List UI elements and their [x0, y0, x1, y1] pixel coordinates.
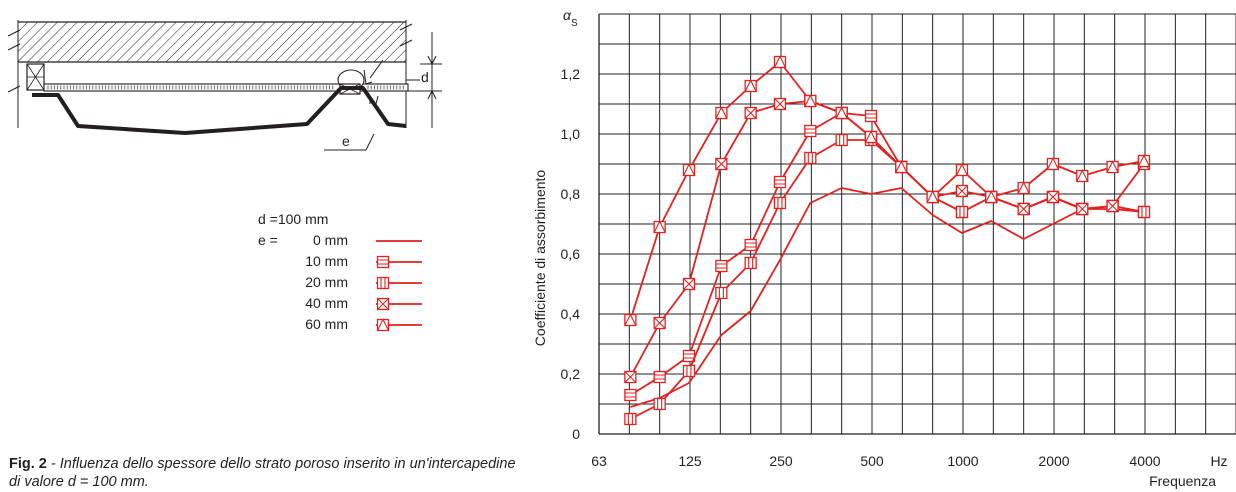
data-point-marker — [653, 397, 666, 411]
y-tick-label: 0 — [572, 426, 580, 442]
series-line — [630, 187, 1145, 408]
legend-e: e = — [258, 232, 278, 248]
data-point-marker — [1106, 160, 1119, 174]
y-tick-labels: 0 0,2 0,4 0,6 0,8 1,0 1,2 — [561, 66, 581, 442]
data-point-marker — [376, 297, 390, 311]
data-point-marker — [1106, 199, 1119, 213]
series-0-mm — [630, 187, 1145, 408]
data-point-marker — [715, 259, 728, 273]
data-point-marker — [1046, 157, 1060, 171]
data-point-marker — [773, 196, 787, 210]
chart: 0 0,2 0,4 0,6 0,8 1,0 1,2 63 125 250 500 1000 2000 4… — [532, 7, 1236, 489]
data-point-marker — [1076, 169, 1089, 183]
x-tick-label: 125 — [678, 453, 702, 469]
data-point-marker — [955, 184, 969, 198]
data-point-marker — [682, 277, 696, 291]
data-point-marker — [744, 79, 757, 93]
data-point-marker — [624, 412, 637, 426]
ceiling-slab — [18, 22, 406, 62]
x-tick-label: 63 — [591, 453, 607, 469]
data-point-marker — [835, 133, 848, 147]
data-point-marker — [1017, 181, 1030, 195]
x-tick-label: 250 — [769, 453, 793, 469]
data-point-marker — [804, 94, 817, 108]
data-point-marker — [682, 163, 696, 177]
data-point-marker — [653, 316, 666, 330]
porous-layer — [43, 83, 409, 92]
construction-diagram: /* texture drawn below */ d e — [7, 20, 442, 151]
data-point-marker — [715, 286, 728, 300]
x-tick-label: 2000 — [1038, 453, 1069, 469]
x-axis-label: Frequenza — [1149, 473, 1216, 489]
data-point-marker — [773, 175, 787, 189]
caption-text: - Influenza dello spessore dello strato … — [9, 456, 516, 490]
data-point-marker — [624, 370, 637, 384]
data-point-marker — [376, 318, 390, 332]
x-tick-label: 4000 — [1129, 453, 1160, 469]
y-tick-label: 1,2 — [561, 66, 581, 82]
data-point-marker — [985, 190, 998, 204]
data-point-marker — [744, 106, 757, 120]
data-point-marker — [1137, 205, 1151, 219]
y-tick-label: 0,8 — [561, 186, 581, 202]
figure-caption: Fig. 2 - Influenza dello spessore dello … — [9, 455, 529, 491]
y-tick-label: 1,0 — [561, 126, 581, 142]
label-d: d — [421, 69, 429, 85]
data-point-marker — [773, 55, 787, 69]
data-point-marker — [715, 106, 728, 120]
data-point-marker — [804, 124, 817, 138]
data-point-marker — [376, 255, 390, 269]
x-axis-unit: Hz — [1210, 453, 1227, 469]
data-point-marker — [682, 364, 696, 378]
data-point-marker — [1076, 202, 1089, 216]
data-point-marker — [804, 151, 817, 165]
caption-prefix: Fig. 2 — [9, 456, 47, 472]
y-tick-label: 0,4 — [561, 306, 581, 322]
data-point-marker — [744, 238, 757, 252]
legend-entry-label: 10 mm — [305, 253, 348, 269]
label-e: e — [342, 133, 350, 149]
data-point-marker — [744, 256, 757, 270]
legend: d =100 mm e = 0 mm 10 mm 20 mm 40 mm 60 mm — [258, 211, 422, 332]
data-point-marker — [1137, 154, 1151, 168]
series-20-mm — [624, 133, 1151, 426]
porous-layer-texture: /* texture drawn below */ — [47, 85, 404, 90]
x-tick-label: 500 — [860, 453, 884, 469]
y-axis-label: Coefficiente di assorbimento — [532, 170, 548, 347]
data-point-marker — [1046, 190, 1060, 204]
data-point-marker — [926, 190, 939, 204]
legend-d: d =100 mm — [258, 211, 328, 227]
y-tick-label: 0,6 — [561, 246, 581, 262]
y-axis-symbol: αS — [563, 7, 578, 29]
data-point-marker — [773, 97, 787, 111]
series-40-mm — [624, 94, 1151, 384]
data-point-marker — [955, 163, 969, 177]
legend-entries: 0 mm 10 mm 20 mm 40 mm 60 mm — [305, 232, 422, 332]
data-point-marker — [864, 109, 878, 123]
legend-entry-label: 60 mm — [305, 316, 348, 332]
series-60-mm — [624, 55, 1151, 327]
data-point-marker — [376, 276, 390, 290]
x-tick-labels: 63 125 250 500 1000 2000 4000 — [591, 453, 1161, 469]
data-point-marker — [1017, 202, 1030, 216]
data-point-marker — [895, 160, 908, 174]
series-line — [629, 139, 1145, 420]
legend-entry-label: 40 mm — [305, 295, 348, 311]
data-point-marker — [653, 220, 666, 234]
data-point-marker — [624, 388, 637, 402]
data-point-marker — [715, 157, 728, 171]
data-point-marker — [864, 130, 878, 144]
data-point-marker — [653, 370, 666, 384]
y-tick-label: 0,2 — [561, 366, 581, 382]
data-point-marker — [624, 313, 637, 327]
data-point-marker — [835, 106, 848, 120]
data-point-marker — [955, 205, 969, 219]
legend-entry-label: 20 mm — [305, 274, 348, 290]
profile-panel — [32, 86, 407, 135]
legend-entry-label: 0 mm — [313, 232, 348, 248]
x-tick-label: 1000 — [947, 453, 978, 469]
series-group — [624, 55, 1151, 426]
